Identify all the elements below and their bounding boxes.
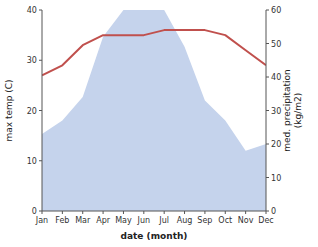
x-tick-label: Jun [137,216,151,225]
y-tick-label: 0 [32,207,37,216]
x-axis-label: date (month) [121,231,188,241]
y-tick-label: 0 [271,207,276,216]
y-tick-label: 10 [271,174,281,183]
x-tick-label: Jul [158,216,169,225]
temperature-line [42,30,266,75]
x-tick [123,211,124,214]
y-tick [39,110,42,111]
x-tick [143,211,144,214]
y-tick [266,177,269,178]
y-tick [266,144,269,145]
x-tick-label: May [115,216,132,225]
x-tick [204,211,205,214]
y2-axis-label-line: med. precipitation [282,69,292,151]
x-tick-label: Aug [177,216,193,225]
y-tick [266,10,269,11]
y2-axis-label: med. precipitation(kg/m2) [282,69,303,151]
y-tick [266,211,269,212]
x-tick [184,211,185,214]
x-tick-label: Mar [75,216,91,225]
y-tick-label: 40 [27,6,37,15]
x-axis-line [42,211,266,212]
x-tick-label: Oct [218,216,232,225]
x-tick [103,211,104,214]
y-tick [39,60,42,61]
y2-axis-label-line: (kg/m2) [293,93,303,128]
x-tick [62,211,63,214]
y-tick [39,211,42,212]
y-tick [266,77,269,78]
y-axis-label: max temp (C) [4,79,14,141]
x-tick-label: Feb [55,216,69,225]
x-tick-label: Sep [197,216,212,225]
y-tick-label: 40 [271,73,281,82]
y-tick [266,43,269,44]
y-tick-label: 10 [27,157,37,166]
chart: JanFebMarAprMayJunJulAugSepOctNovDec0102… [0,0,318,247]
y-tick-label: 30 [27,56,37,65]
y-tick-label: 50 [271,40,281,49]
x-tick-label: Dec [258,216,273,225]
x-tick-label: Nov [238,216,254,225]
x-tick [225,211,226,214]
x-tick [82,211,83,214]
y-tick [39,10,42,11]
y-tick-label: 60 [271,6,281,15]
x-tick-label: Jan [35,216,48,225]
x-tick [164,211,165,214]
precipitation-area [42,10,266,211]
y-tick [39,160,42,161]
x-tick [245,211,246,214]
y-tick [266,110,269,111]
plot-area [42,10,266,211]
y-tick-label: 20 [27,107,37,116]
y-tick-label: 20 [271,140,281,149]
x-tick-label: Apr [96,216,111,225]
y-tick-label: 30 [271,107,281,116]
